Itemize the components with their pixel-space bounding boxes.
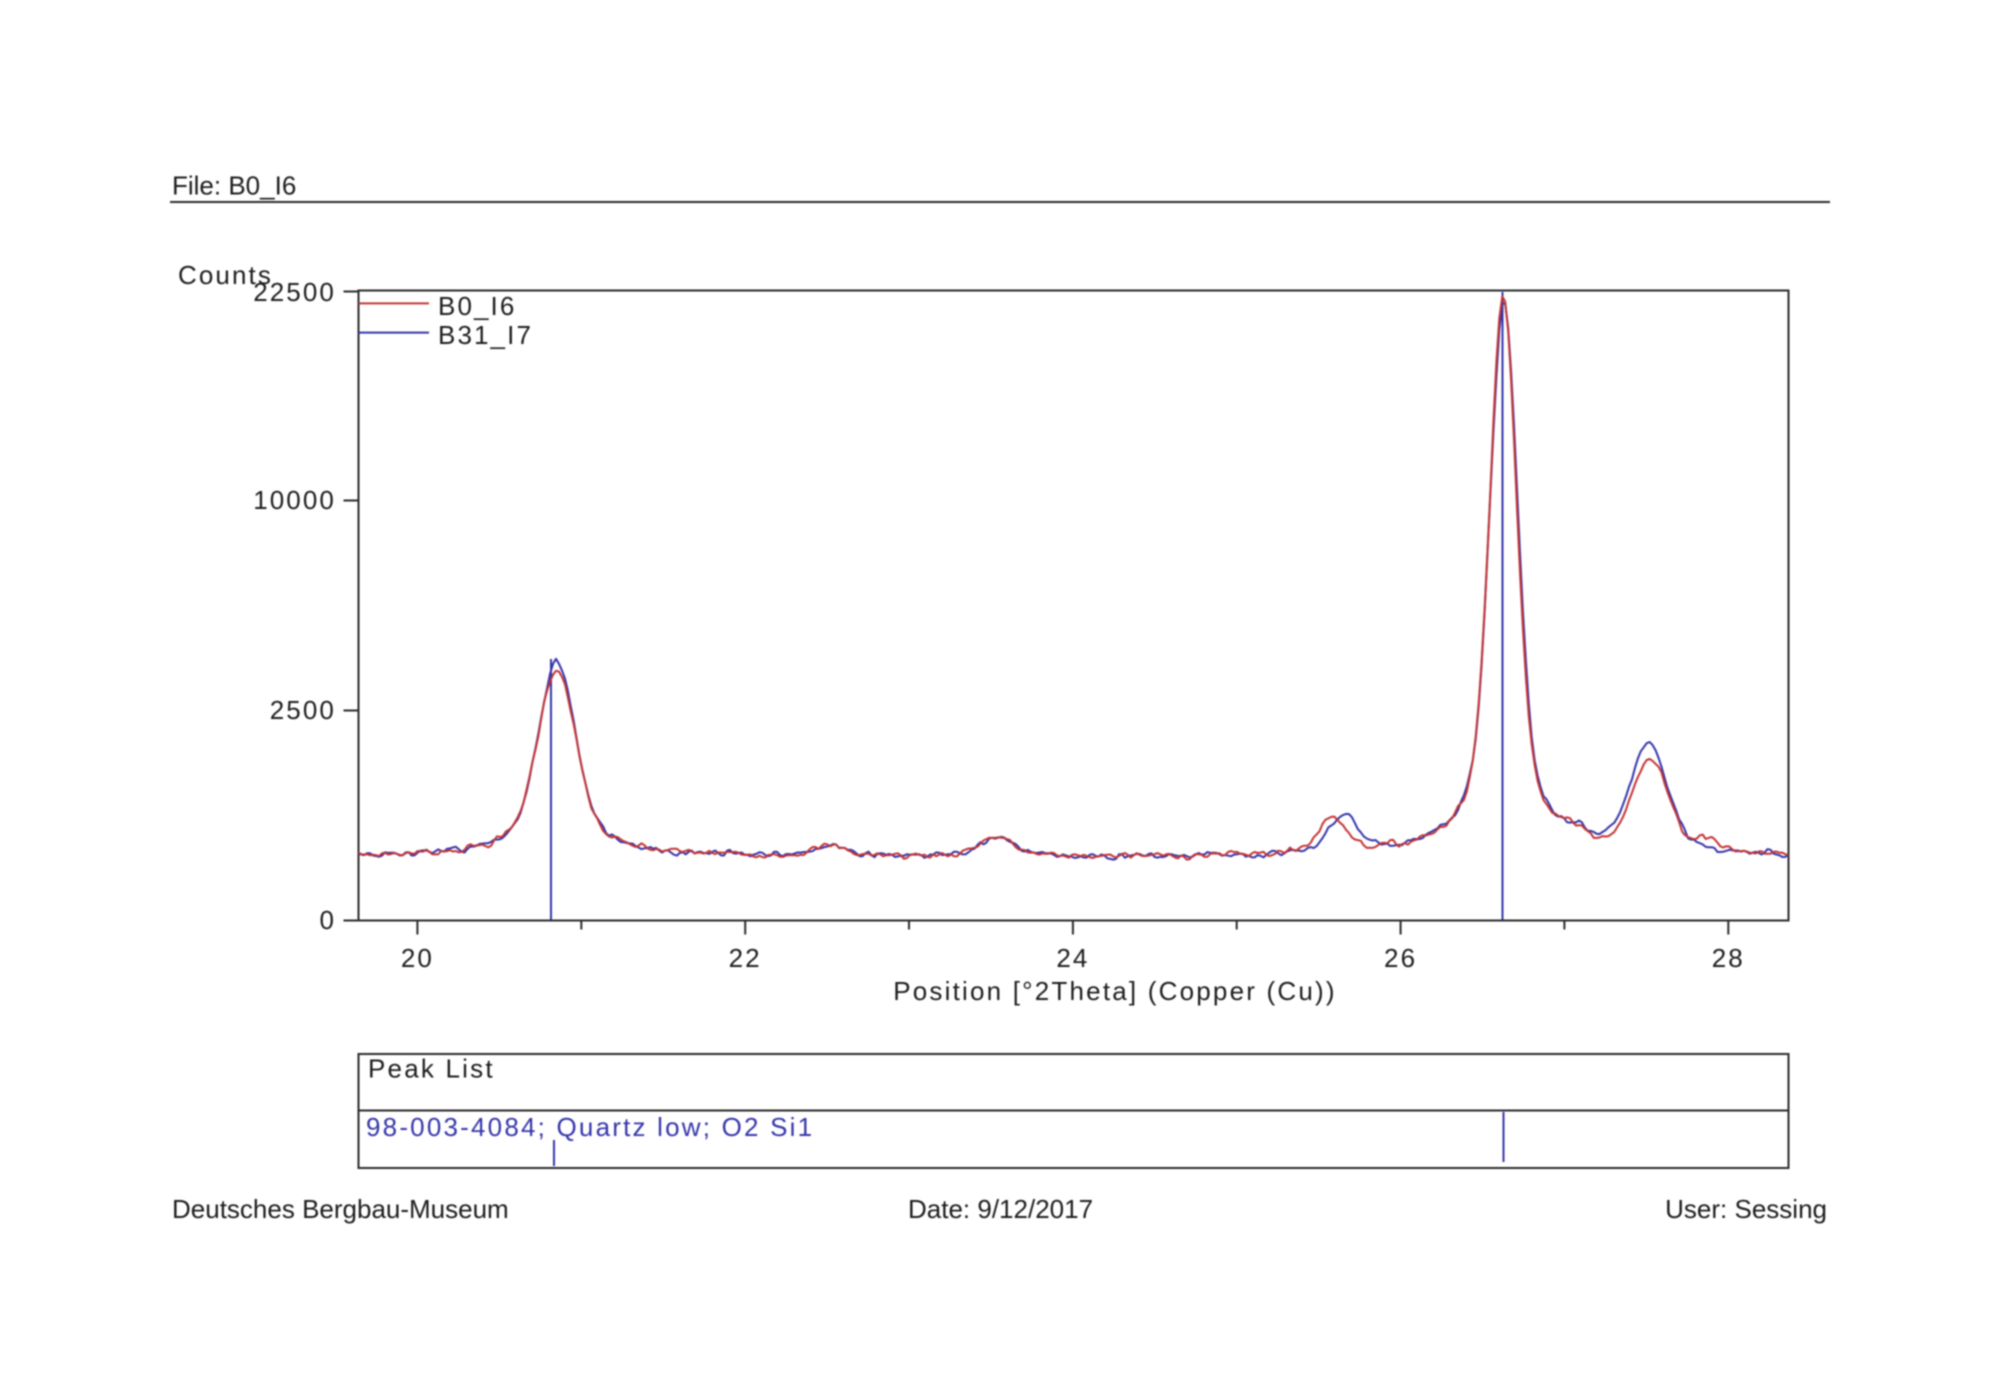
svg-text:B31_I7: B31_I7 xyxy=(438,320,533,350)
svg-text:26: 26 xyxy=(1384,943,1417,973)
svg-text:0: 0 xyxy=(319,905,336,935)
svg-text:22500: 22500 xyxy=(253,277,336,307)
svg-text:Counts: Counts xyxy=(178,260,273,290)
svg-text:2500: 2500 xyxy=(270,695,336,725)
svg-text:28: 28 xyxy=(1712,943,1745,973)
svg-text:File: B0_I6: File: B0_I6 xyxy=(172,171,296,201)
svg-text:22: 22 xyxy=(729,943,762,973)
svg-text:20: 20 xyxy=(401,943,434,973)
svg-text:Date: 9/12/2017: Date: 9/12/2017 xyxy=(908,1194,1093,1224)
svg-text:B0_I6: B0_I6 xyxy=(438,291,516,321)
svg-text:Position [°2Theta] (Copper (Cu: Position [°2Theta] (Copper (Cu)) xyxy=(893,976,1337,1006)
svg-text:24: 24 xyxy=(1056,943,1089,973)
svg-text:Peak List: Peak List xyxy=(368,1054,495,1084)
svg-text:Deutsches Bergbau-Museum: Deutsches Bergbau-Museum xyxy=(172,1194,509,1224)
svg-text:98-003-4084; Quartz low; O2 Si: 98-003-4084; Quartz low; O2 Si1 xyxy=(366,1112,814,1142)
svg-text:10000: 10000 xyxy=(253,485,336,515)
svg-text:User: Sessing: User: Sessing xyxy=(1665,1194,1827,1224)
